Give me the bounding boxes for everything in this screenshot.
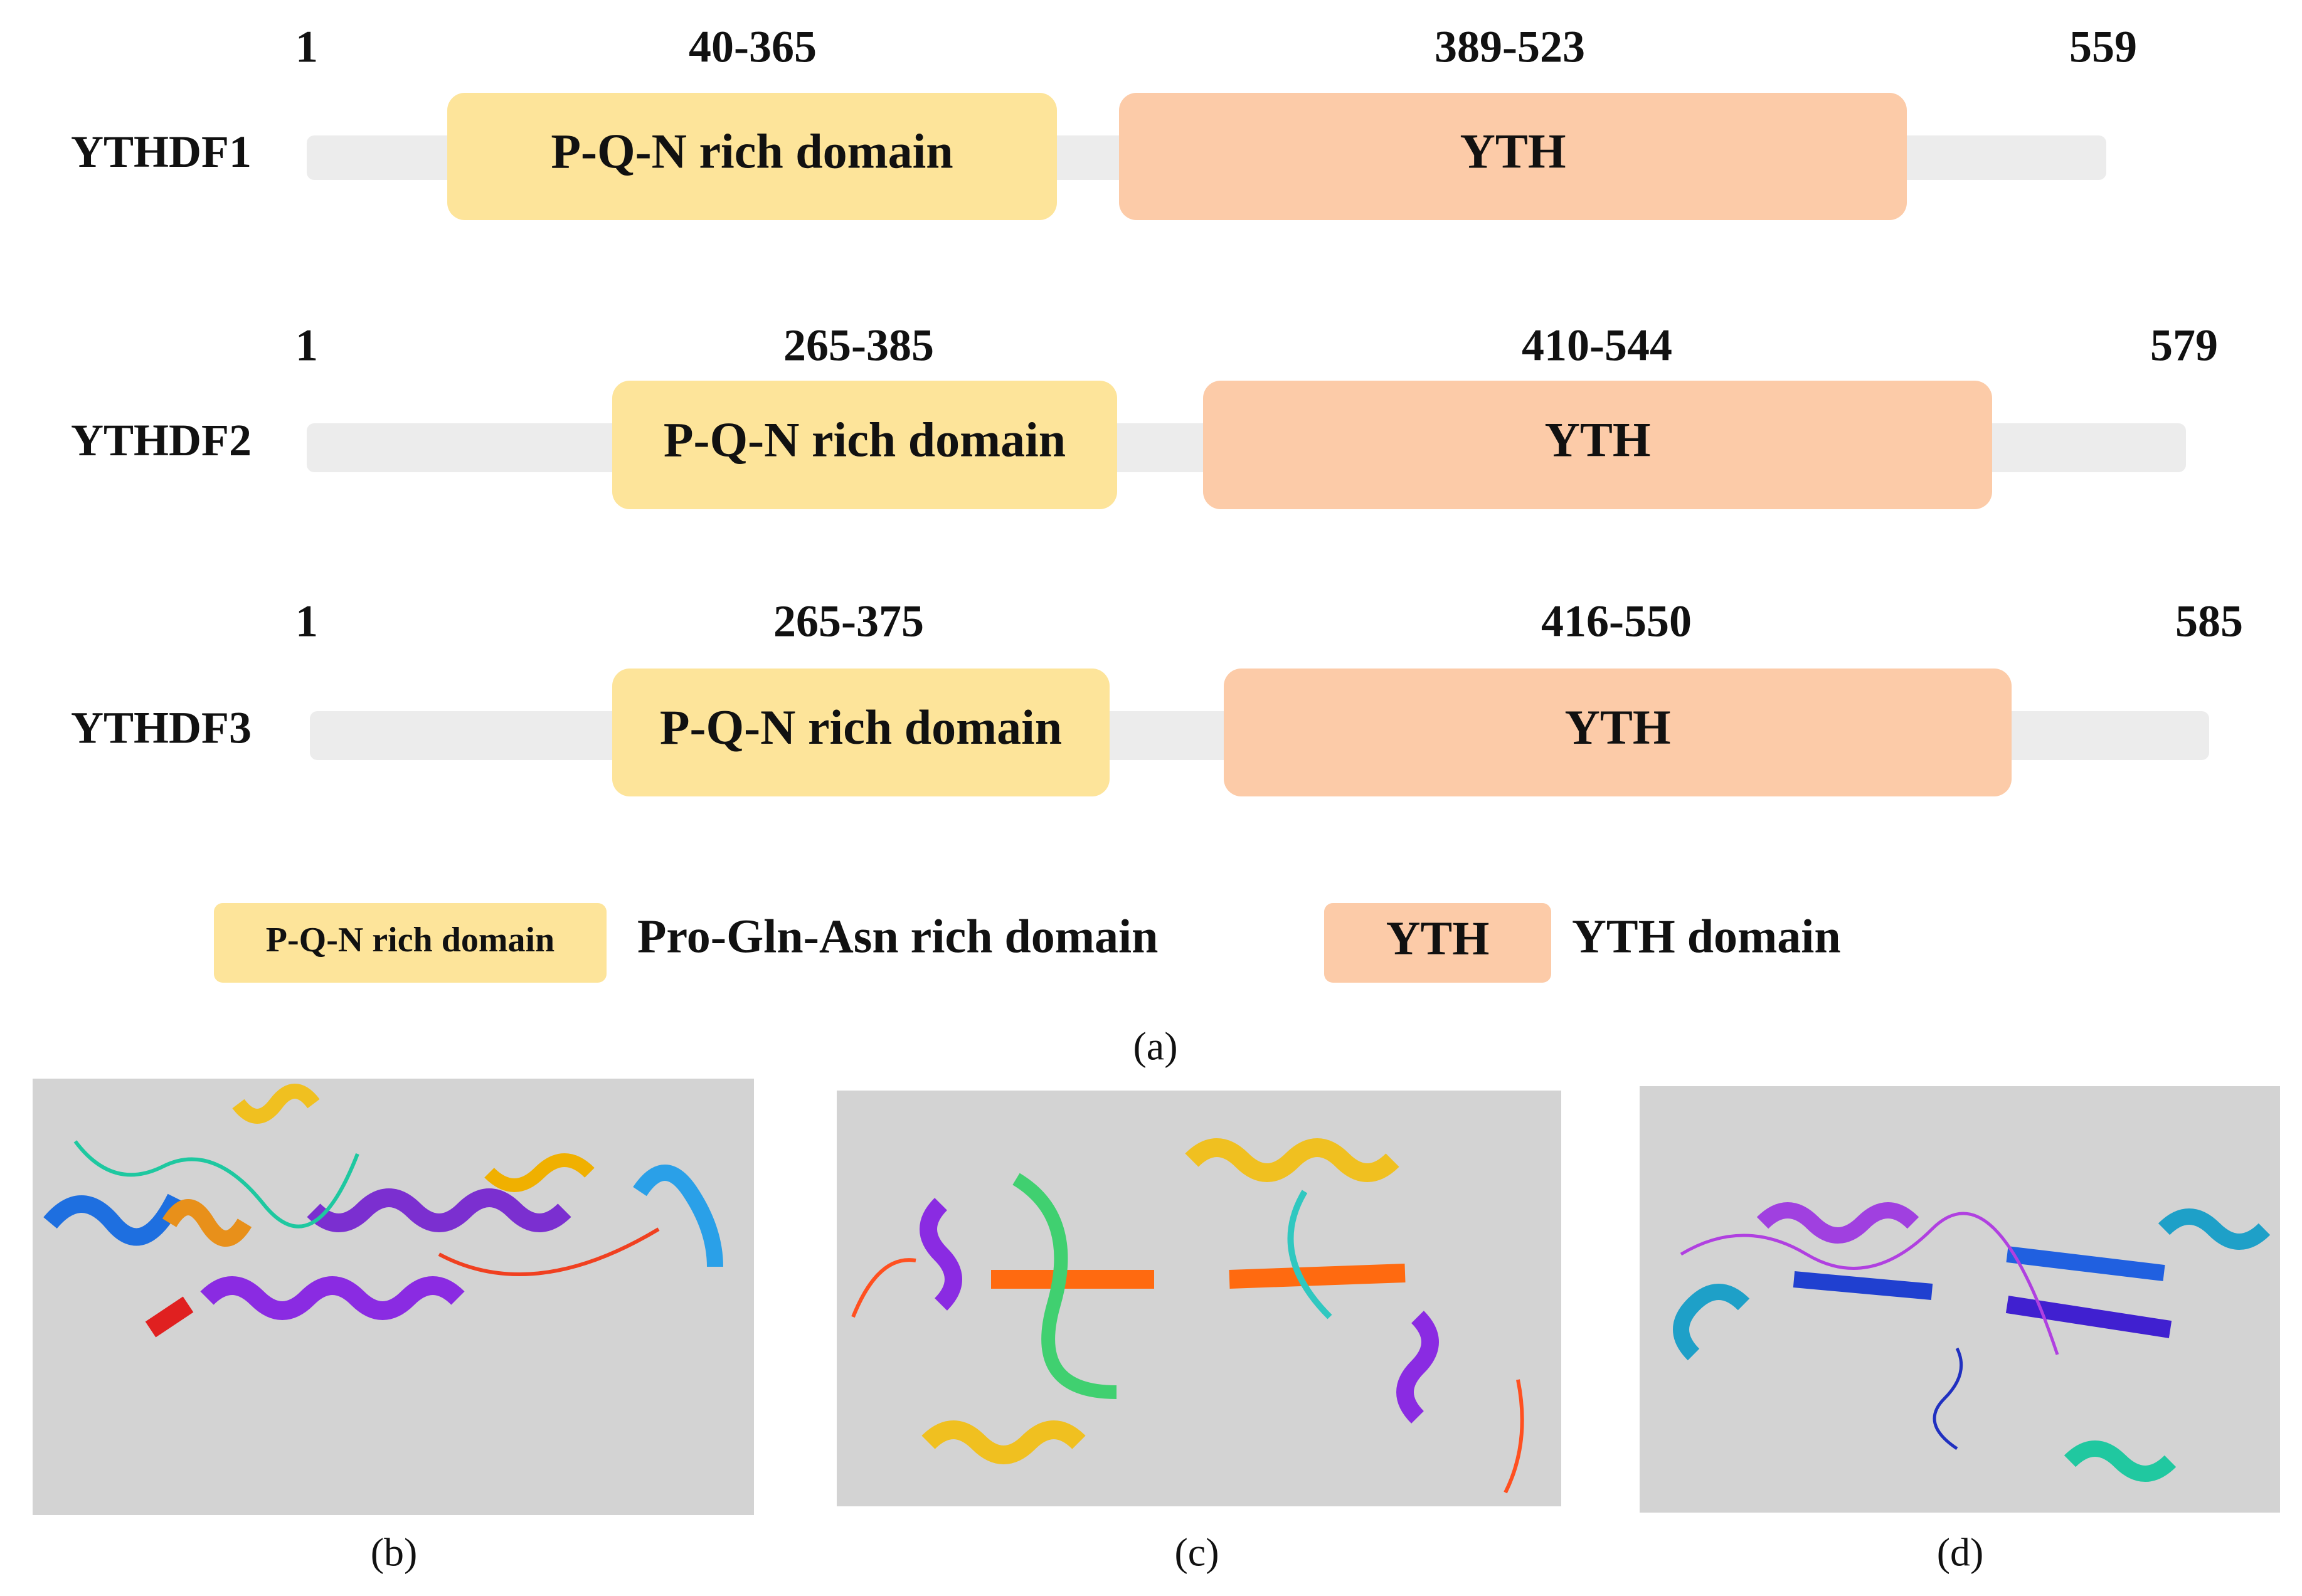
domain-label: YTH [1544,412,1650,467]
legend-text: Pro-Gln-Asn rich domain [637,910,1158,963]
legend-swatch-label: YTH [1386,912,1490,964]
domain-range: 416-550 [1541,596,1692,647]
domain-box [1119,93,1907,220]
legend-swatch [1324,903,1551,983]
structure-b [33,1079,754,1515]
legend-swatch [214,903,607,983]
caption: (c) [1174,1530,1219,1575]
domain-box [1203,381,1992,509]
structure-c [837,1091,1561,1506]
end-label: 585 [2175,596,2243,647]
domain-label: P-Q-N rich domain [664,412,1066,467]
domain-box [1224,669,2012,796]
structure-d [1640,1086,2280,1513]
domain-range: 40-365 [689,22,817,72]
caption: (d) [1937,1530,1984,1575]
caption: (b) [371,1530,418,1575]
legend-swatch-label: P-Q-N rich domain [266,921,554,959]
domain-label: P-Q-N rich domain [660,700,1062,754]
protein-name: YTHDF1 [71,127,252,177]
protein-name: YTHDF2 [71,415,252,465]
protein-name: YTHDF3 [71,703,252,753]
start-label: 1 [295,596,318,647]
domain-box [447,93,1057,220]
domain-range: 265-375 [773,596,924,647]
caption: (a) [1133,1024,1177,1069]
end-label: 579 [2150,320,2218,371]
end-label: 559 [2069,22,2137,72]
domain-range: 265-385 [783,320,934,371]
domain-label: YTH [1460,124,1566,178]
domain-range: 389-523 [1435,22,1585,72]
domain-range: 410-544 [1522,320,1672,371]
start-label: 1 [295,22,318,72]
domain-box [612,669,1110,796]
domain-box [612,381,1117,509]
domain-label: YTH [1564,700,1670,754]
legend-text: YTH domain [1572,910,1841,963]
start-label: 1 [295,320,318,371]
domain-label: P-Q-N rich domain [551,124,953,178]
